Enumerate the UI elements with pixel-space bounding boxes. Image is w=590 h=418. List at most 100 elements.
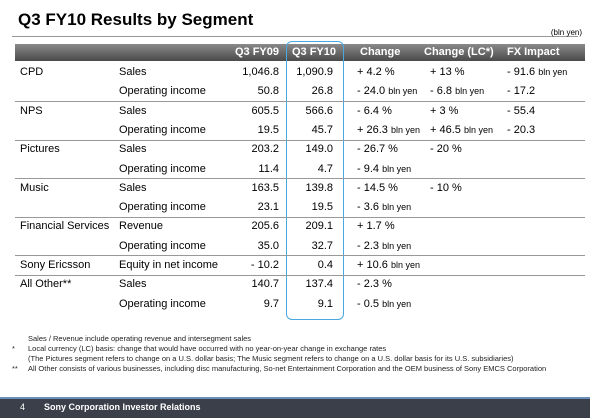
metric: Operating income [119,201,206,214]
q3fy09: 19.5 [257,123,279,136]
footnote: (The Pictures segment refers to change o… [28,354,514,363]
footer-bar [0,397,590,418]
metric: Operating income [119,123,206,136]
footer-text: Sony Corporation Investor Relations [44,402,201,412]
q3fy09: 163.5 [251,181,279,194]
change: - 0.5 bln yen [357,297,411,311]
row-separator [15,139,585,141]
q3fy09: 605.5 [251,104,279,117]
change: - 14.5 % [357,181,398,195]
unit: bln yen [388,86,418,97]
column-header: Q3 FY09 [234,46,279,58]
unit: bln yen [455,86,485,97]
q3fy10: 566.6 [305,104,333,117]
fx: - 20.3 [507,123,535,137]
q3fy10: 0.4 [317,259,333,271]
value: + 46.5 [430,123,461,136]
title: Q3 FY10 Results by Segment [18,10,254,29]
value: + 13 % [430,66,465,78]
metric: Operating income [119,85,206,98]
value: + 4.2 % [357,66,395,78]
change: - 6.4 % [357,104,392,118]
q3fy10: 209.1 [305,220,333,233]
value: - 24.0 [357,85,386,98]
q3fy09: 1,046.8 [242,66,279,78]
value: - 20 % [430,143,462,156]
change-lc: - 20 % [430,142,462,156]
change-lc: - 10 % [430,181,462,195]
change: - 24.0 bln yen [357,84,417,98]
segment-name: Pictures [20,143,60,156]
footnote: Local currency (LC) basis: change that w… [28,344,387,353]
change-lc: - 6.8 bln yen [430,84,484,98]
q3fy10: 137.4 [305,278,333,291]
metric: Sales [119,143,147,156]
q3fy09: 140.7 [251,278,279,291]
value: - 55.4 [507,104,536,117]
value: - 6.8 [430,85,453,98]
q3fy10: 139.8 [305,181,333,194]
change: - 9.4 bln yen [357,162,411,176]
value: + 26.3 [357,123,388,136]
value: - 9.4 [357,162,380,175]
change: - 26.7 % [357,142,398,156]
q3fy09: 35.0 [257,239,279,252]
column-header: Q3 FY10 [291,46,336,58]
q3fy10: 1,090.9 [296,66,333,78]
q3fy09: 203.2 [251,143,279,156]
segment-name: All Other** [20,278,72,291]
q3fy10: 9.1 [317,297,333,310]
metric: Operating income [119,239,206,252]
unit: bln yen [390,124,420,135]
page-number: 4 [20,402,26,412]
title-rule [12,36,578,37]
fx: - 17.2 [507,84,535,98]
q3fy10: 19.5 [311,201,333,214]
unit: bln yen [463,124,493,135]
value: + 1.7 % [357,220,395,233]
column-header: Change [360,46,401,58]
segment-name: Financial Services [20,220,110,233]
metric: Equity in net income [119,259,219,271]
footnote: Sales / Revenue include operating revenu… [28,334,252,343]
value: - 17.2 [507,85,536,98]
value: - 20.3 [507,123,536,136]
metric: Revenue [119,220,164,233]
value: - 3.6 [357,201,380,214]
q3fy10: 149.0 [305,143,333,156]
unit: bln yen [382,240,412,251]
unit: bln yen [390,260,420,270]
metric: Sales [119,66,147,78]
column-header: Change (LC*) [424,46,494,58]
change-lc: + 13 % [430,65,465,79]
change: + 26.3 bln yen [357,123,420,137]
unit: bln yen [382,298,412,309]
change-lc: + 3 % [430,104,458,118]
q3fy10: 45.7 [311,123,333,136]
q3fy09: 11.4 [258,162,279,175]
change: - 3.6 bln yen [357,200,411,214]
q3fy09: 9.7 [263,297,279,310]
change-lc: + 46.5 bln yen [430,123,493,137]
segment-name: Music [20,181,49,194]
value: - 0.5 [357,297,380,310]
change: - 2.3 % [357,277,392,291]
footnote-mark: ** [12,364,18,373]
fx: - 55.4 [507,104,535,118]
row-separator [15,216,585,218]
q3fy09: 23.1 [257,201,279,214]
q3fy10: 26.8 [311,85,333,98]
value: - 26.7 % [357,143,398,156]
change: + 4.2 % [357,65,395,79]
unit: bln yen [382,202,412,213]
value: + 3 % [430,104,459,117]
value: - 10 % [430,181,462,194]
row-separator [15,255,585,257]
q3fy10: 4.7 [317,162,333,175]
value: - 14.5 % [357,181,398,194]
row-separator [15,274,585,276]
header-bar [15,44,585,61]
unit: bln yen [382,163,412,174]
q3fy10: 32.7 [311,239,333,252]
value: - 2.3 [357,239,380,252]
